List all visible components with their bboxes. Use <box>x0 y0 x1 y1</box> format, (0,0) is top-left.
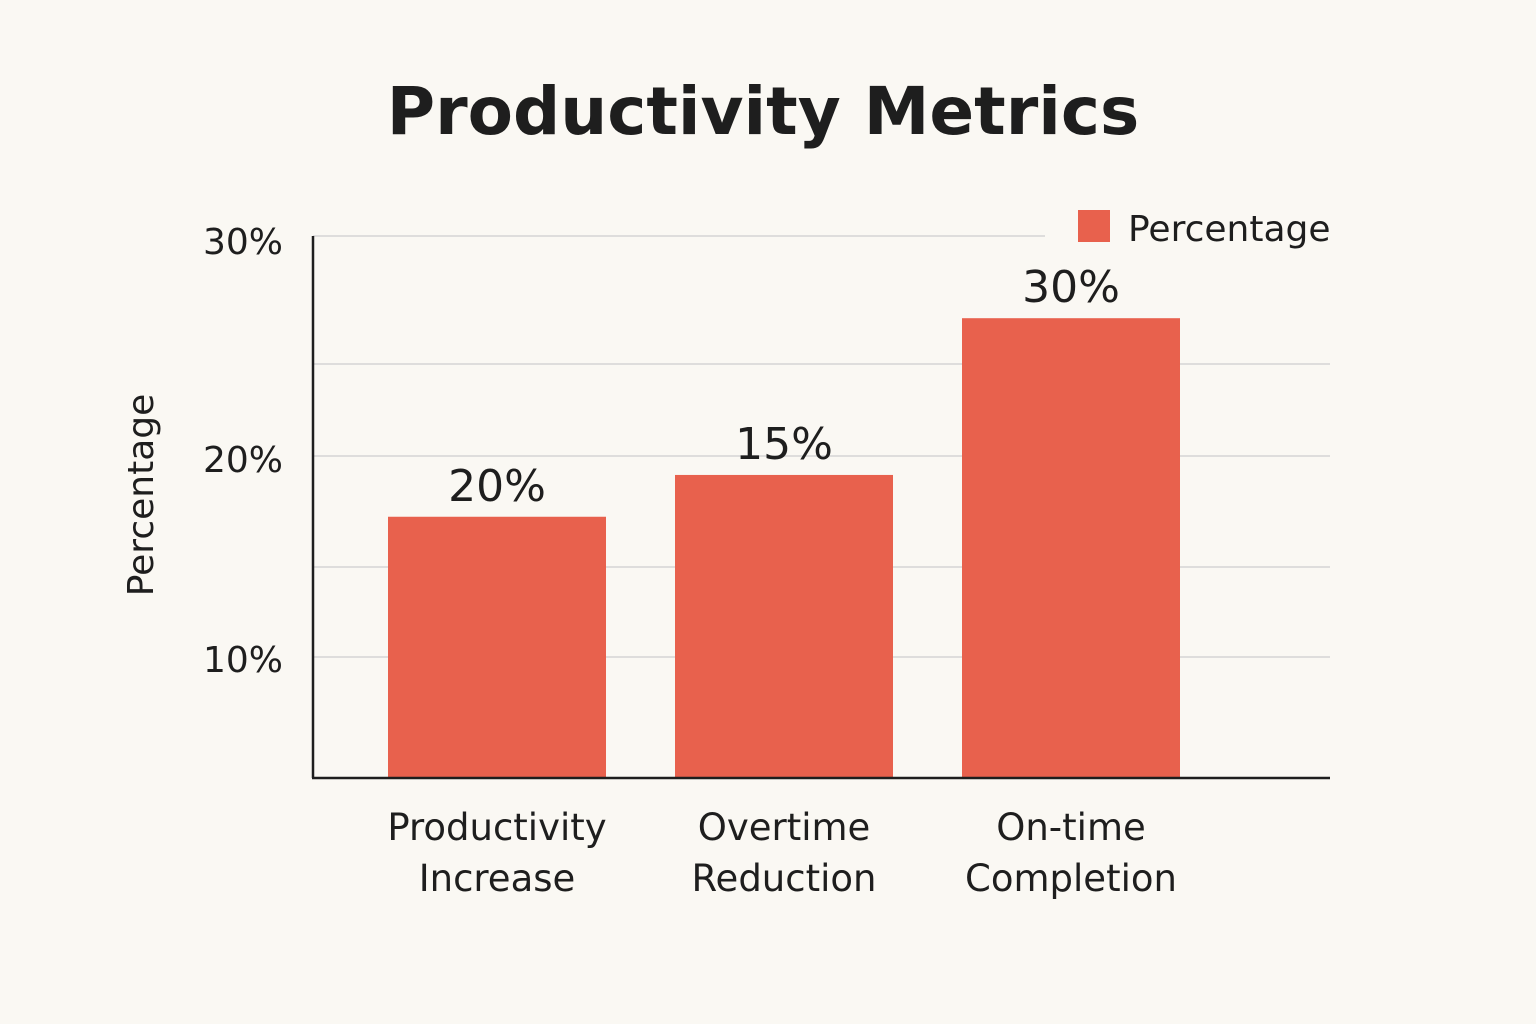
category-label: Overtime <box>698 806 871 849</box>
data-label-0: 20% <box>448 461 546 512</box>
category-label: Increase <box>419 857 576 900</box>
legend-swatch <box>1078 210 1110 242</box>
category-label: Completion <box>965 857 1177 900</box>
category-labels: Productivity Increase Overtime Reduction On-… <box>387 806 1177 900</box>
data-labels: 20% 15% 30% <box>448 262 1120 512</box>
y-tick-label: 10% <box>203 640 283 681</box>
legend: Percentage <box>1078 209 1331 250</box>
y-tick-label: 20% <box>203 440 283 481</box>
y-tick-label: 30% <box>203 222 283 263</box>
y-axis-title: Percentage <box>121 394 162 597</box>
bar-layer <box>388 318 1180 778</box>
legend-label: Percentage <box>1128 209 1331 250</box>
y-tick-labels: 10% 20% 30% <box>203 222 283 681</box>
data-label-2: 30% <box>1022 262 1120 313</box>
bar-0 <box>388 516 606 778</box>
data-label-1: 15% <box>735 419 833 470</box>
bar-2 <box>962 318 1180 778</box>
bar-1 <box>675 474 893 778</box>
chart-title: Productivity Metrics <box>387 73 1140 150</box>
category-label: Productivity <box>387 806 606 849</box>
category-label: Reduction <box>692 857 877 900</box>
category-label: On-time <box>996 806 1146 849</box>
